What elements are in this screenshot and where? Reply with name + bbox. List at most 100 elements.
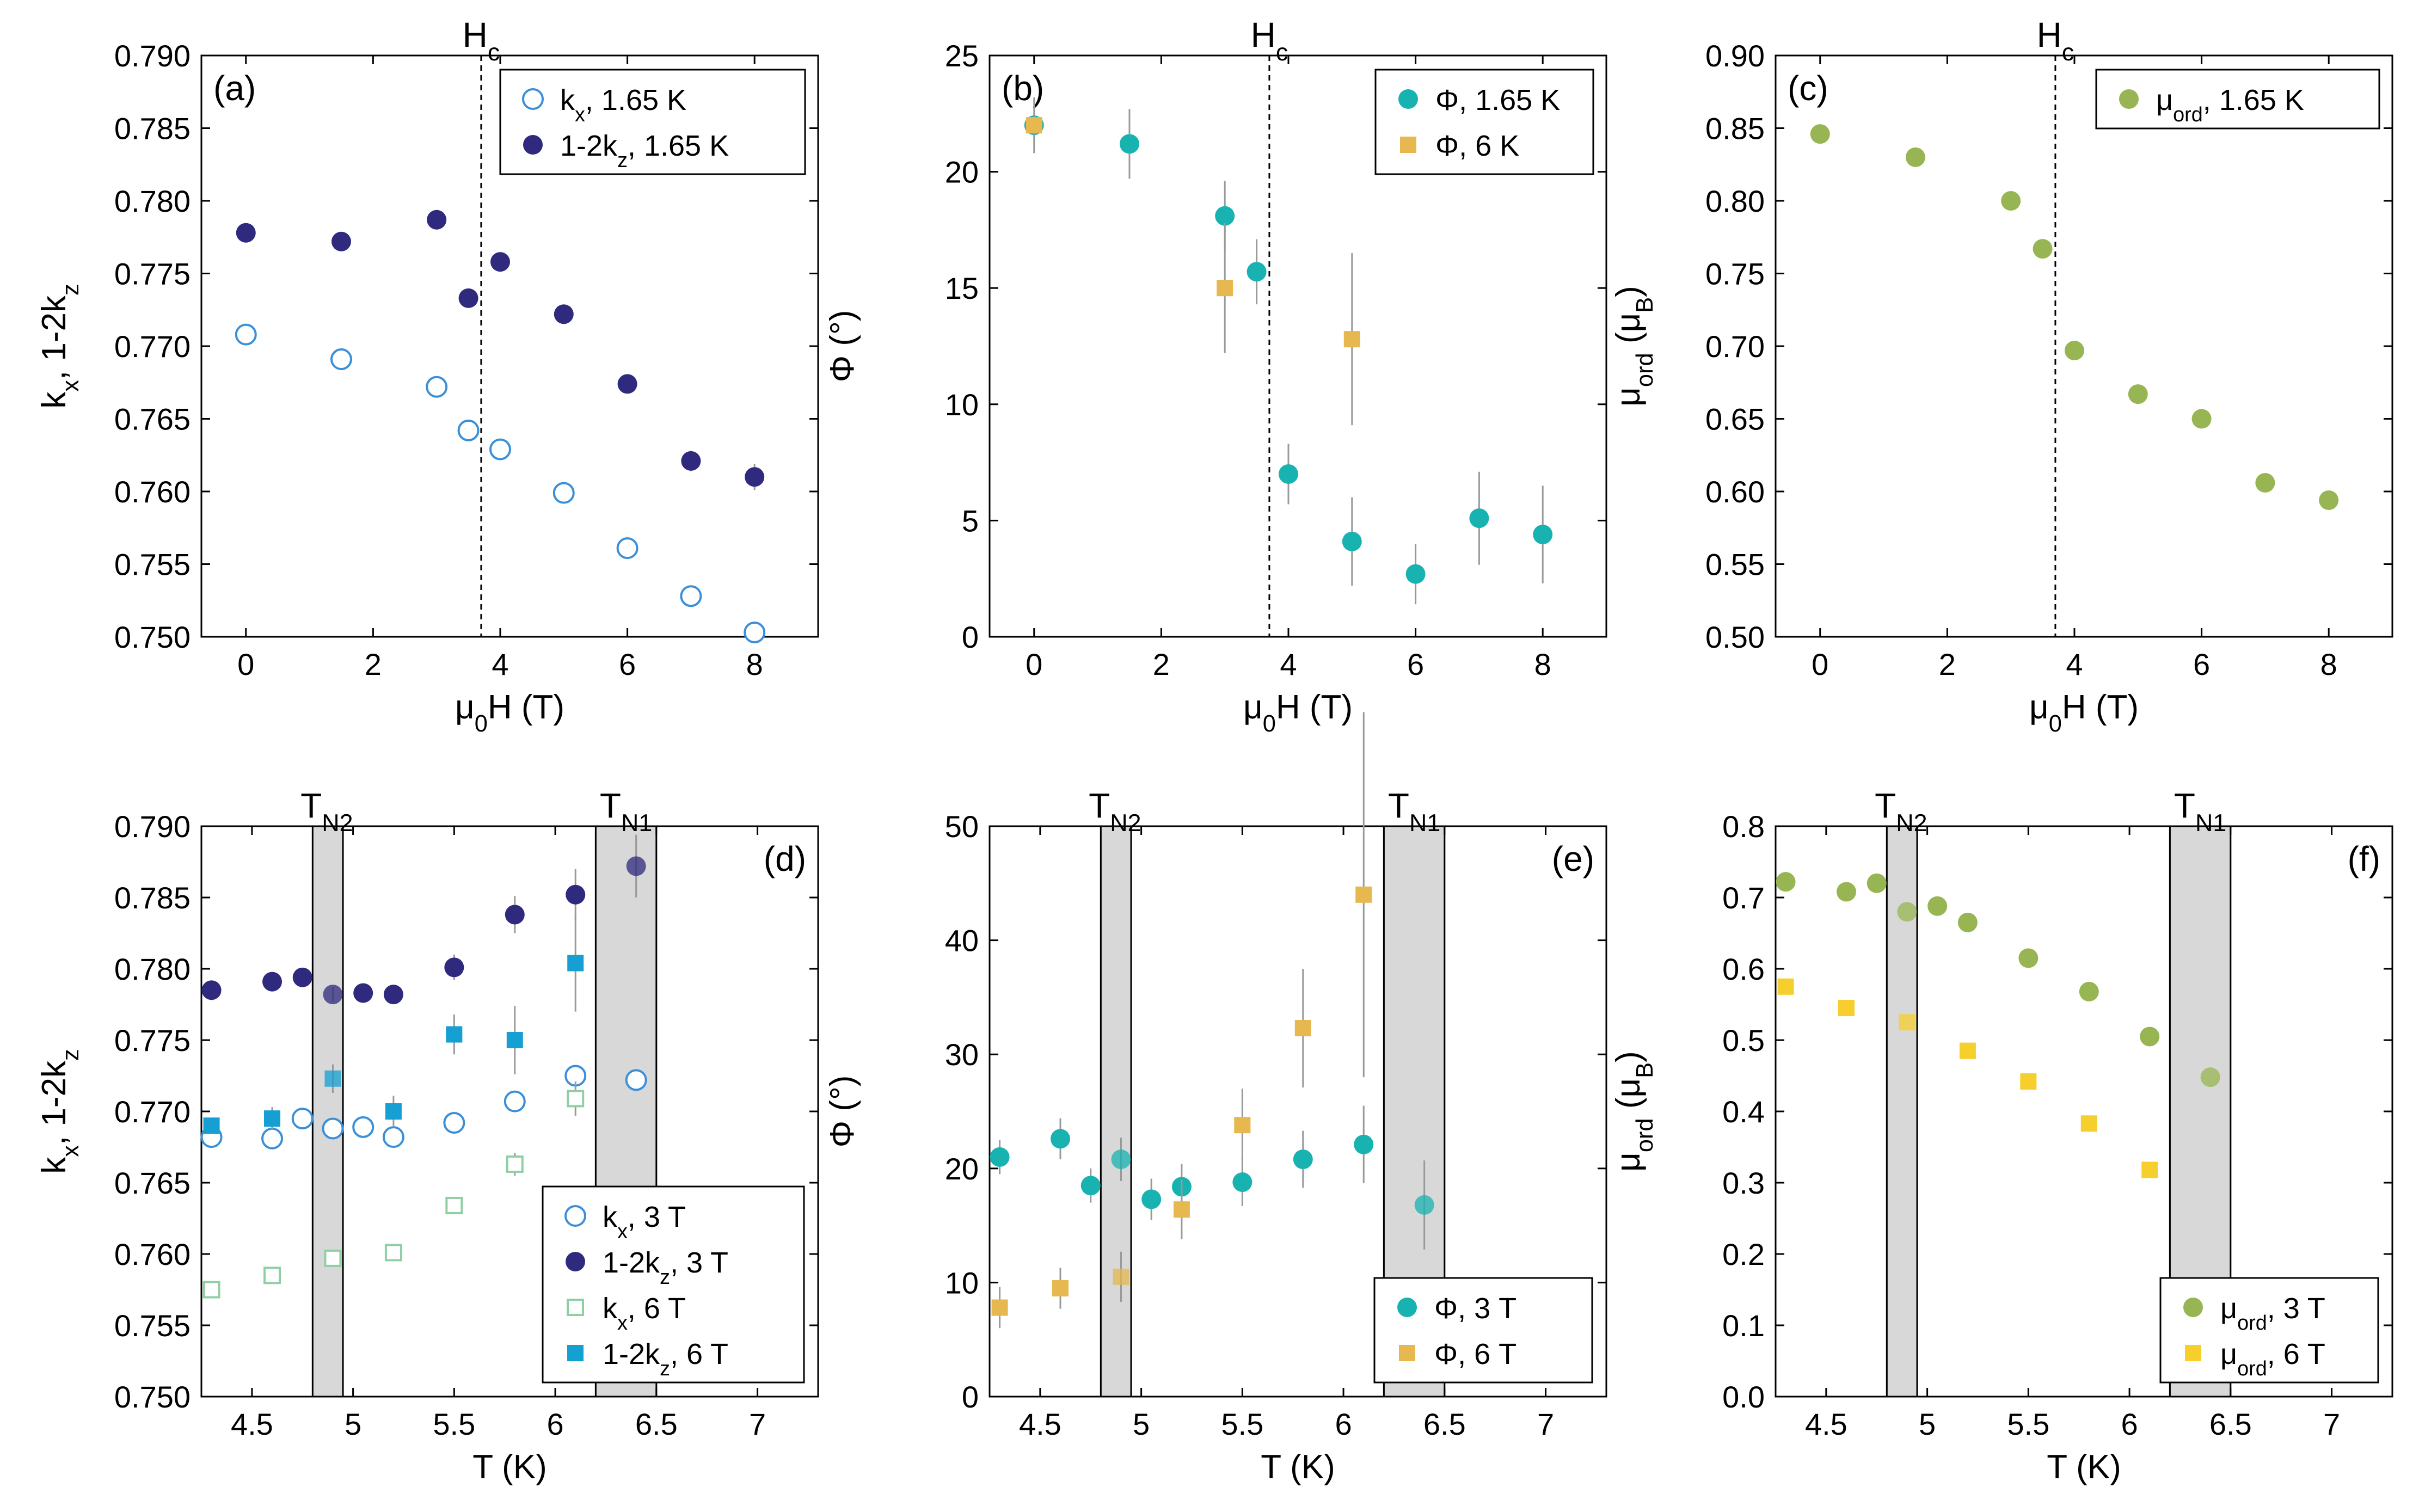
x-tick-label: 2 <box>1939 647 1956 681</box>
x-tick-label: 7 <box>749 1407 766 1441</box>
axes-frame <box>1775 54 2393 638</box>
data-point <box>1293 1150 1313 1170</box>
data-point <box>446 1026 463 1043</box>
data-point <box>2141 1161 2158 1178</box>
panel-label: (c) <box>1788 69 1828 108</box>
legend-entry: kx, 3 T <box>603 1201 686 1243</box>
data-point <box>1867 873 1887 893</box>
data-point <box>322 1117 344 1140</box>
y-tick-label: 0.3 <box>1722 1166 1765 1200</box>
data-point <box>1927 896 1948 916</box>
legend-marker <box>2183 1298 2203 1317</box>
y-axis-label: kx, 1-2kz <box>35 1049 84 1173</box>
data-point <box>681 451 701 471</box>
x-tick-label: 5.5 <box>433 1407 475 1441</box>
transition-band <box>1886 825 1918 1398</box>
x-tick-label: 7 <box>2323 1407 2340 1441</box>
y-tick-label: 0.770 <box>114 329 191 364</box>
data-point <box>323 985 343 1005</box>
panel-b: 0 2 4 6 8 0 5 10 15 20 25 μ0H (T) Φ (°) Hc (b) Φ, 1.65 … <box>824 15 1607 737</box>
transition-marker-label: TN2 <box>1089 786 1141 837</box>
data-point <box>1776 872 1796 892</box>
legend-marker <box>522 88 544 110</box>
x-tick-label: 6 <box>547 1407 564 1441</box>
data-point <box>1957 912 1978 932</box>
legend-box <box>1373 1277 1593 1384</box>
data-point <box>567 955 584 972</box>
data-point <box>201 980 222 1000</box>
x-tick-label: 6 <box>1407 647 1424 681</box>
y-tick-label: 0.75 <box>1705 257 1765 291</box>
data-point <box>1533 525 1553 545</box>
data-point <box>1838 1000 1855 1017</box>
y-tick-label: 30 <box>945 1037 979 1072</box>
data-point <box>1026 117 1042 134</box>
data-point <box>617 374 637 394</box>
legend-box <box>542 1185 805 1384</box>
series-0 <box>1810 124 2339 511</box>
data-point <box>1897 902 1917 922</box>
series-1 <box>236 210 765 490</box>
data-point <box>2128 384 2148 404</box>
x-tick-label: 6 <box>2193 647 2210 681</box>
data-point <box>505 905 525 925</box>
series-0 <box>200 1065 647 1150</box>
y-tick-label: 20 <box>945 155 979 189</box>
y-tick-label: 0.755 <box>114 1308 191 1343</box>
legend-entry: Φ, 6 T <box>1434 1338 1517 1370</box>
data-point <box>1215 206 1235 226</box>
y-tick-label: 0.775 <box>114 257 191 291</box>
legend-marker <box>523 135 543 155</box>
legend-entry: 1-2kz, 6 T <box>603 1338 728 1380</box>
y-tick-label: 0.750 <box>114 620 191 654</box>
y-tick-label: 0.780 <box>114 184 191 218</box>
panel-label: (a) <box>213 69 256 108</box>
legend-entry: kx, 6 T <box>603 1292 686 1335</box>
transition-marker-label: TN1 <box>2174 786 2226 837</box>
data-point <box>745 467 765 487</box>
legend-marker <box>1400 137 1416 153</box>
legend-entry: μord, 3 T <box>2220 1292 2325 1335</box>
series-1 <box>201 834 646 1005</box>
x-tick-label: 6.5 <box>2209 1407 2252 1441</box>
data-point <box>292 967 312 987</box>
data-point <box>1355 886 1372 903</box>
data-point <box>2255 472 2275 493</box>
data-point <box>385 1103 402 1120</box>
data-point <box>490 252 510 272</box>
y-tick-label: 0.0 <box>1722 1380 1765 1414</box>
data-point <box>261 1127 284 1150</box>
y-tick-label: 50 <box>945 809 979 844</box>
x-tick-label: 4.5 <box>1019 1407 1061 1441</box>
series-0 <box>1776 872 2220 1087</box>
y-axis-label: Φ (°) <box>824 1075 861 1148</box>
x-tick-label: 5 <box>1919 1407 1936 1441</box>
x-tick-label: 8 <box>1534 647 1551 681</box>
data-point <box>444 957 464 978</box>
data-point <box>1051 1129 1071 1149</box>
y-tick-label: 15 <box>945 271 979 305</box>
data-point <box>203 1117 220 1134</box>
x-axis-label: μ0H (T) <box>2029 689 2139 737</box>
data-point <box>1232 1172 1253 1192</box>
y-tick-label: 0.780 <box>114 952 191 986</box>
panel-label: (d) <box>764 839 806 878</box>
data-point <box>383 985 403 1005</box>
transition-marker-label: Hc <box>463 15 500 66</box>
y-tick-label: 0.760 <box>114 475 191 509</box>
data-point <box>1899 1014 1915 1031</box>
data-point <box>1278 464 1298 484</box>
data-point <box>506 1155 524 1173</box>
data-point <box>2080 1115 2097 1132</box>
series-3 <box>203 914 584 1134</box>
x-axis-label: T (K) <box>472 1448 547 1486</box>
y-tick-label: 10 <box>945 388 979 422</box>
series-1 <box>991 712 1372 1329</box>
y-axis-label: μord (μB) <box>1610 1051 1658 1172</box>
data-point <box>1119 134 1139 154</box>
data-point <box>426 376 448 398</box>
data-point <box>353 983 373 1003</box>
x-tick-label: 7 <box>1537 1407 1554 1441</box>
x-tick-label: 4.5 <box>1805 1407 1847 1441</box>
panel-e: 4.5 5 5.5 6 6.5 7 0 10 20 30 40 50 T (K) Φ (°) TN2 TN1 (… <box>824 712 1607 1486</box>
